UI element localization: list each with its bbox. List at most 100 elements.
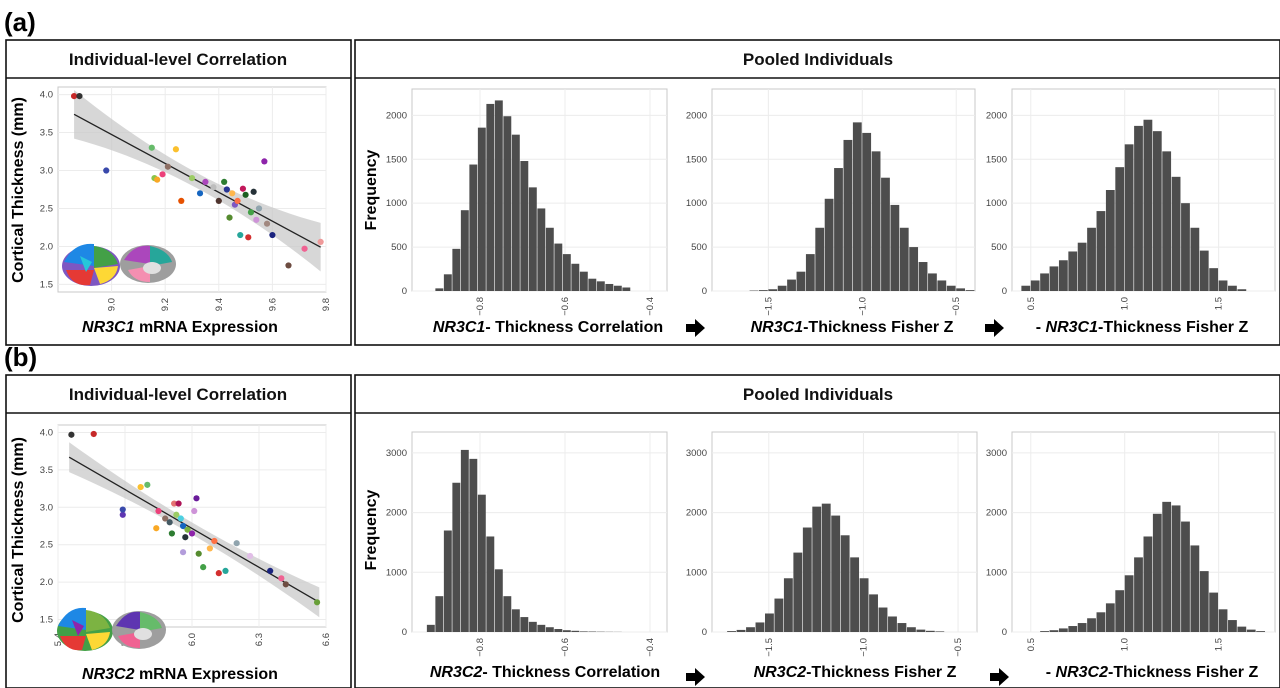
x-tick-label: 0.5 <box>1026 297 1037 310</box>
histogram-bar <box>486 103 495 291</box>
histogram-bar <box>554 629 563 632</box>
y-tick-label: 2.0 <box>40 241 53 252</box>
right-box-a <box>354 39 1280 346</box>
histogram-bar <box>426 624 435 632</box>
histogram-bar <box>511 134 520 291</box>
scatter-point <box>182 534 189 541</box>
y-tick-label: 4.0 <box>40 427 53 438</box>
histogram-bar <box>783 578 793 632</box>
y-tick-label: 2000 <box>686 110 707 121</box>
arrow-icon <box>985 319 1004 337</box>
histogram-bar <box>878 607 888 632</box>
histogram-bar <box>850 557 860 632</box>
x-tick-label: 5.4 <box>53 633 64 646</box>
histogram-bar <box>1190 227 1200 291</box>
histogram-bar <box>579 271 588 291</box>
histogram-bar <box>1124 575 1134 632</box>
histogram-bar <box>909 247 919 291</box>
hist-ylabel-b: Frequency <box>363 489 380 570</box>
histogram-bar <box>1049 630 1059 632</box>
histogram-bar <box>460 449 469 632</box>
scatter-point <box>245 234 252 241</box>
panel-label-b: (b) <box>4 342 37 372</box>
scatter-point <box>234 197 241 204</box>
histogram-bar <box>443 530 452 632</box>
y-tick-label: 0 <box>402 627 407 638</box>
histogram-bar <box>503 596 512 632</box>
histogram-bar <box>1162 151 1172 291</box>
x-tick-label: −1.5 <box>763 297 774 316</box>
histogram-bar <box>562 630 571 632</box>
histogram-bar <box>871 151 881 291</box>
histogram-bar <box>469 164 478 291</box>
histogram-bar <box>956 288 966 291</box>
scatter-point <box>154 176 161 183</box>
scatter-xlabel-b: NR3C2 mRNA Expression <box>82 666 278 683</box>
y-tick-label: 3.0 <box>40 166 53 177</box>
histogram-bar <box>1115 590 1125 632</box>
histogram-bar <box>802 527 812 632</box>
scatter-point <box>191 507 198 515</box>
y-tick-label: 3.5 <box>40 465 53 476</box>
y-tick-label: 1500 <box>386 154 407 165</box>
y-tick-label: 1000 <box>986 198 1007 209</box>
histogram-bar <box>520 617 529 632</box>
x-tick-label: −0.6 <box>560 638 571 657</box>
scatter-point <box>119 506 126 513</box>
histogram-bar <box>1256 631 1266 632</box>
hist1-xlabel-b: NR3C2- Thickness Correlation <box>430 664 660 681</box>
histogram-bar <box>1096 211 1106 291</box>
scatter-point <box>188 175 196 182</box>
right-title-b: Pooled Individuals <box>743 385 893 404</box>
histogram-bar <box>862 132 872 291</box>
x-tick-label: 1.5 <box>1214 297 1225 310</box>
histogram-bar <box>765 613 774 632</box>
y-tick-label: 0 <box>702 627 707 638</box>
histogram-bar <box>1124 144 1134 291</box>
arrow-icon <box>686 668 705 686</box>
scatter-point <box>119 511 126 518</box>
scatter-point <box>178 197 185 204</box>
y-tick-label: 3000 <box>686 448 707 459</box>
scatter-point <box>215 197 222 204</box>
scatter-ylabel-b: Cortical Thickness (mm) <box>10 437 27 623</box>
y-tick-label: 1000 <box>386 567 407 578</box>
histogram-bar <box>511 609 520 632</box>
histogram-bar <box>824 198 834 291</box>
scatter-point <box>246 552 254 560</box>
x-tick-label: 9.2 <box>160 298 171 311</box>
y-tick-label: 1.5 <box>40 615 53 626</box>
y-tick-label: 500 <box>691 242 707 253</box>
y-tick-label: 3000 <box>386 448 407 459</box>
x-tick-label: −0.8 <box>475 638 486 657</box>
scatter-point <box>184 526 191 533</box>
x-tick-label: 1.0 <box>1120 297 1131 310</box>
histogram-bar <box>579 631 588 632</box>
x-tick-label: 1.0 <box>1120 638 1131 651</box>
histogram-bar <box>1162 501 1172 632</box>
y-tick-label: 3000 <box>986 448 1007 459</box>
scatter-point <box>229 190 236 197</box>
histogram-bar <box>1068 251 1078 291</box>
histogram-bar <box>1246 629 1256 632</box>
histogram-bar <box>935 631 945 632</box>
x-tick-label: −0.5 <box>951 297 962 316</box>
histogram-bar <box>1152 513 1162 632</box>
x-tick-label: −1.5 <box>764 638 775 657</box>
histogram-bar <box>928 273 937 291</box>
scatter-point <box>261 158 268 165</box>
scatter-point <box>222 567 229 574</box>
x-tick-label: 9.8 <box>321 298 332 311</box>
scatter-point <box>200 564 207 571</box>
scatter-point <box>171 500 178 507</box>
scatter-point <box>221 178 228 186</box>
scatter-point <box>226 214 233 221</box>
histogram-bar <box>469 458 478 632</box>
scatter-point <box>155 507 162 515</box>
hist-ylabel-a: Frequency <box>363 149 380 230</box>
histogram-bar <box>1181 203 1190 291</box>
histogram-bar <box>746 627 755 632</box>
x-tick-label: −0.4 <box>645 638 656 657</box>
histogram-bar <box>537 208 546 291</box>
hist2-xlabel-b: NR3C2-Thickness Fisher Z <box>754 664 957 681</box>
